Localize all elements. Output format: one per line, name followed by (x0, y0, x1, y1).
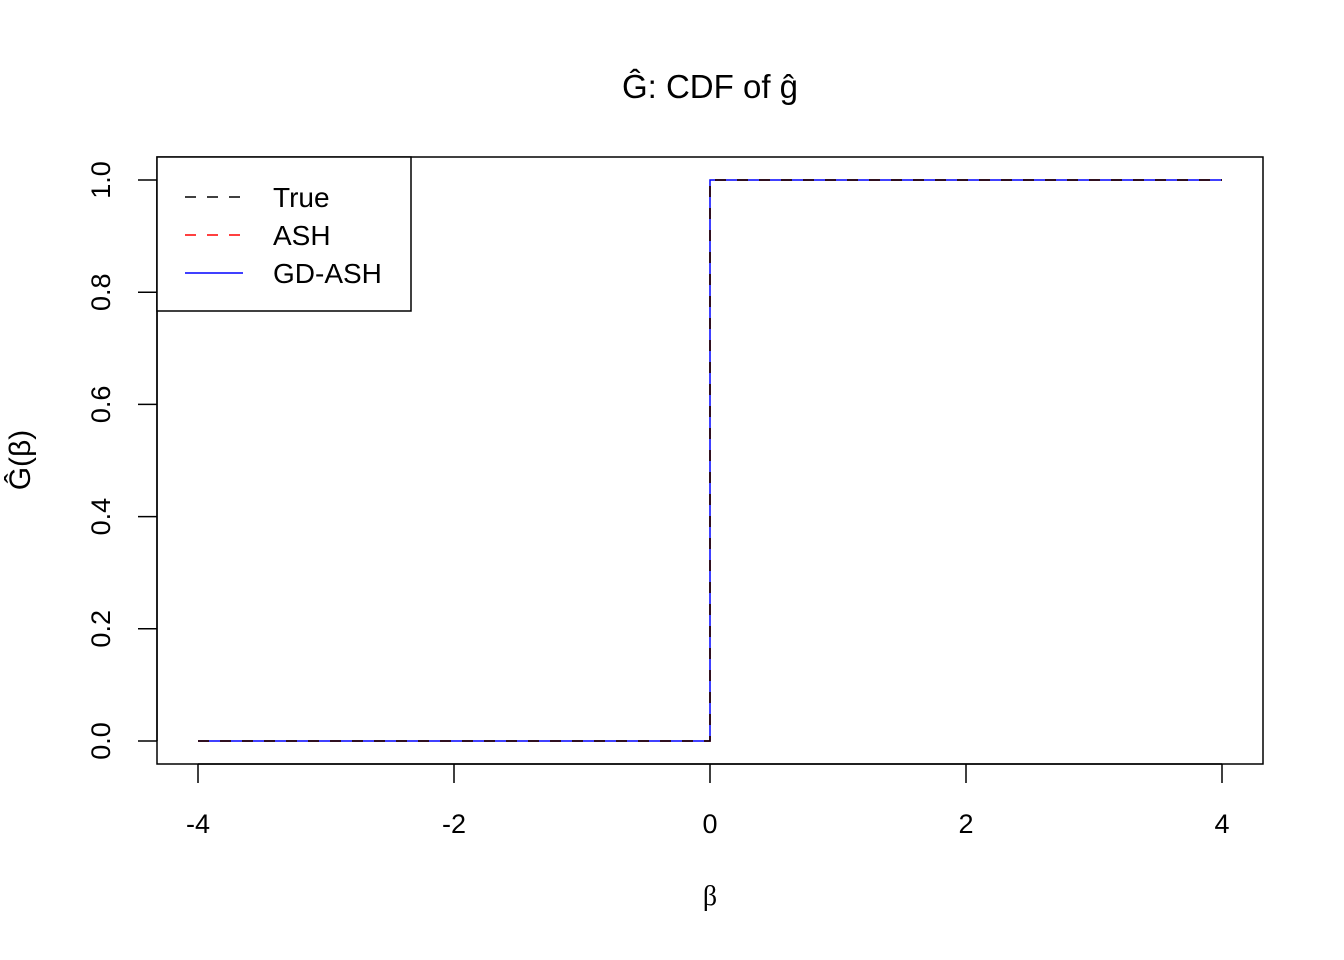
y-tick-label: 0.2 (86, 610, 116, 648)
y-tick-label: 0.0 (86, 722, 116, 760)
x-tick-label: 4 (1214, 809, 1229, 839)
legend-label: ASH (273, 220, 331, 251)
legend-box (156, 156, 412, 312)
legend-label: True (273, 182, 330, 213)
x-tick-label: -2 (442, 809, 466, 839)
legend: True ASH GD-ASH (156, 156, 412, 312)
y-tick-label: 0.6 (86, 386, 116, 424)
y-axis: 0.0 0.2 0.4 0.6 0.8 1.0 (86, 161, 158, 760)
chart-title: Ĝ: CDF of ĝ (622, 68, 798, 105)
x-tick-label: -4 (186, 809, 210, 839)
y-tick-label: 1.0 (86, 161, 116, 199)
x-tick-label: 2 (958, 809, 973, 839)
x-tick-label: 0 (702, 809, 717, 839)
y-axis-label: Ĝ(β) (3, 430, 37, 491)
y-tick-label: 0.8 (86, 273, 116, 311)
y-tick-label: 0.4 (86, 498, 116, 536)
legend-label: GD-ASH (273, 258, 382, 289)
series-lines (198, 179, 1222, 742)
x-axis-label: β (703, 881, 717, 912)
series-line-true (198, 179, 1222, 742)
x-axis: -4 -2 0 2 4 (186, 763, 1230, 839)
